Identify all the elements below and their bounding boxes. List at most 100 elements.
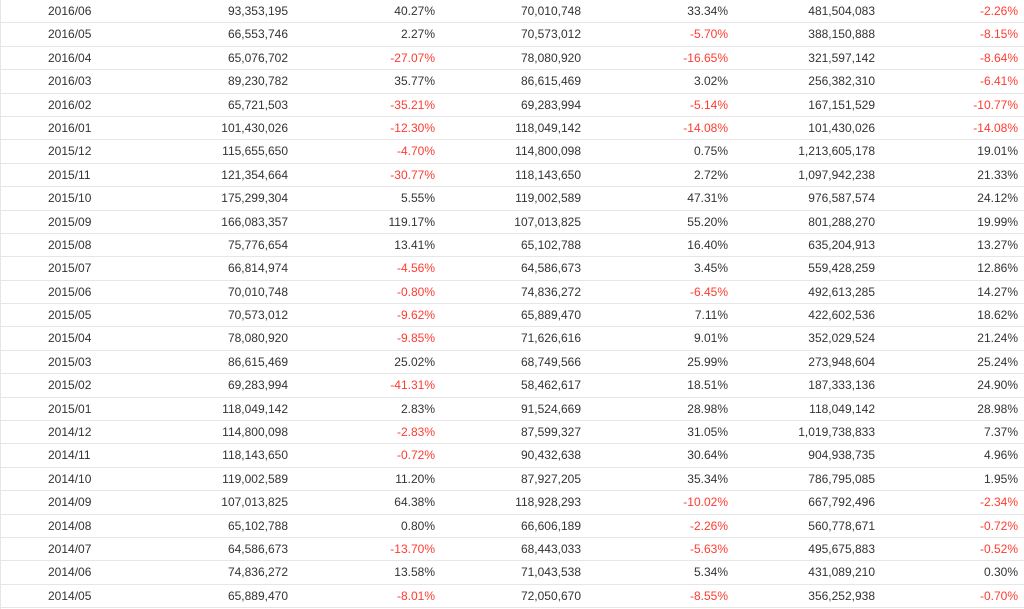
cell-change-c: 21.33% bbox=[977, 167, 1018, 182]
cell-change-a: -8.01% bbox=[396, 588, 435, 603]
cell-change-a: 119.17% bbox=[388, 214, 435, 229]
cell-change-a: -9.85% bbox=[396, 331, 435, 346]
cell-value-c: 635,204,913 bbox=[808, 237, 875, 252]
cell-change-b: 55.20% bbox=[687, 214, 728, 229]
table-row: 2014/10 119,002,589 11.20% 87,927,205 35.34%… bbox=[0, 468, 1024, 492]
cell-value-a: 118,049,142 bbox=[222, 401, 288, 416]
cell-change-a: 2.27% bbox=[400, 27, 435, 42]
cell-value-b: 90,432,638 bbox=[520, 448, 581, 463]
cell-value-c: 1,097,942,238 bbox=[798, 167, 875, 182]
cell-value-c: 187,333,136 bbox=[808, 378, 875, 393]
cell-value-c: 352,029,524 bbox=[808, 331, 875, 346]
cell-value-c: 801,288,270 bbox=[808, 214, 875, 229]
cell-period: 2015/09 bbox=[48, 214, 92, 229]
cell-period: 2015/10 bbox=[48, 191, 92, 206]
cell-value-a: 175,299,304 bbox=[221, 191, 288, 206]
cell-value-c: 492,613,285 bbox=[808, 284, 875, 299]
cell-value-c: 273,948,604 bbox=[808, 354, 875, 369]
table-row: 2016/06 93,353,195 40.27% 70,010,748 33.34% 4… bbox=[0, 0, 1024, 24]
cell-value-b: 72,050,670 bbox=[520, 588, 581, 603]
cell-change-a: -9.62% bbox=[396, 308, 435, 323]
cell-change-a: -4.56% bbox=[396, 261, 435, 276]
cell-change-a: 35.77% bbox=[394, 74, 435, 89]
cell-change-c: -2.34% bbox=[979, 495, 1018, 510]
cell-period: 2016/05 bbox=[48, 27, 92, 42]
cell-period: 2014/11 bbox=[48, 448, 91, 463]
cell-change-a: 25.02% bbox=[394, 354, 435, 369]
cell-value-c: 431,089,210 bbox=[808, 565, 875, 580]
cell-change-a: -0.80% bbox=[396, 284, 435, 299]
cell-value-c: 786,795,085 bbox=[808, 471, 875, 486]
cell-period: 2016/03 bbox=[48, 74, 92, 89]
table-row: 2015/08 75,776,654 13.41% 65,102,788 16.40% 6… bbox=[0, 234, 1024, 258]
cell-change-c: -14.08% bbox=[973, 120, 1018, 135]
cell-change-b: 25.99% bbox=[687, 354, 728, 369]
cell-change-a: -35.21% bbox=[390, 97, 435, 112]
cell-change-c: 14.27% bbox=[977, 284, 1018, 299]
cell-change-b: 28.98% bbox=[687, 401, 728, 416]
table-row: 2015/07 66,814,974 -4.56% 64,586,673 3.45% 55… bbox=[0, 257, 1024, 281]
table-row: 2015/09 166,083,357 119.17% 107,013,825 55.2… bbox=[0, 211, 1024, 234]
cell-value-a: 66,814,974 bbox=[227, 261, 288, 276]
cell-value-a: 166,083,357 bbox=[221, 214, 288, 229]
cell-value-c: 101,430,026 bbox=[808, 120, 875, 135]
cell-value-a: 70,010,748 bbox=[227, 284, 288, 299]
cell-value-b: 71,626,616 bbox=[520, 331, 581, 346]
cell-value-a: 65,721,503 bbox=[227, 97, 288, 112]
cell-value-c: 559,428,259 bbox=[808, 261, 875, 276]
cell-period: 2016/01 bbox=[48, 120, 92, 135]
cell-change-b: 33.34% bbox=[687, 4, 728, 18]
table-row: 2015/10 175,299,304 5.55% 119,002,589 47.31%… bbox=[0, 187, 1024, 211]
cell-period: 2015/08 bbox=[48, 237, 92, 252]
cell-value-b: 70,010,748 bbox=[520, 4, 581, 18]
cell-value-b: 118,049,142 bbox=[515, 120, 581, 135]
cell-value-b: 74,836,272 bbox=[520, 284, 581, 299]
cell-change-c: 13.27% bbox=[977, 237, 1018, 252]
cell-change-a: -0.72% bbox=[396, 448, 435, 463]
cell-change-a: -4.70% bbox=[396, 144, 435, 159]
table-row: 2016/05 66,553,746 2.27% 70,573,012 -5.70% 38… bbox=[0, 23, 1024, 47]
cell-change-b: 5.34% bbox=[693, 565, 728, 580]
cell-change-a: 11.20% bbox=[395, 471, 435, 486]
cell-change-c: 1.95% bbox=[983, 471, 1018, 486]
cell-change-b: -10.02% bbox=[683, 495, 728, 510]
cell-value-a: 107,013,825 bbox=[221, 495, 288, 510]
cell-change-a: -41.31% bbox=[390, 378, 435, 393]
cell-change-a: 64.38% bbox=[394, 495, 435, 510]
cell-value-a: 65,076,702 bbox=[227, 50, 288, 65]
cell-value-b: 65,102,788 bbox=[520, 237, 581, 252]
cell-value-a: 64,586,673 bbox=[227, 541, 288, 556]
cell-value-b: 78,080,920 bbox=[520, 50, 581, 65]
table-row: 2014/06 74,836,272 13.58% 71,043,538 5.34% 43… bbox=[0, 561, 1024, 585]
cell-value-b: 65,889,470 bbox=[520, 308, 581, 323]
cell-value-b: 87,927,205 bbox=[520, 471, 581, 486]
cell-change-c: 0.30% bbox=[983, 565, 1018, 580]
cell-change-b: -8.55% bbox=[689, 588, 728, 603]
cell-change-b: 9.01% bbox=[693, 331, 728, 346]
cell-value-c: 481,504,083 bbox=[808, 4, 875, 18]
cell-value-a: 121,354,664 bbox=[221, 167, 288, 182]
cell-value-a: 89,230,782 bbox=[227, 74, 288, 89]
cell-change-b: -2.26% bbox=[689, 518, 728, 533]
cell-period: 2016/02 bbox=[48, 97, 92, 112]
table-row: 2014/07 64,586,673 -13.70% 68,443,033 -5.63%… bbox=[0, 538, 1024, 562]
cell-change-a: -30.77% bbox=[390, 167, 435, 182]
cell-value-c: 356,252,938 bbox=[808, 588, 875, 603]
cell-value-a: 119,002,589 bbox=[222, 471, 288, 486]
table-row: 2014/08 65,102,788 0.80% 66,606,189 -2.26% 56… bbox=[0, 515, 1024, 538]
cell-period: 2015/07 bbox=[48, 261, 92, 276]
cell-change-a: -13.70% bbox=[390, 541, 435, 556]
cell-period: 2014/07 bbox=[48, 541, 92, 556]
cell-period: 2016/06 bbox=[48, 4, 92, 18]
cell-period: 2014/10 bbox=[48, 471, 92, 486]
cell-value-b: 71,043,538 bbox=[520, 565, 581, 580]
cell-period: 2014/06 bbox=[48, 565, 92, 580]
table-row: 2015/04 78,080,920 -9.85% 71,626,616 9.01% 35… bbox=[0, 327, 1024, 351]
cell-change-b: 35.34% bbox=[687, 471, 728, 486]
cell-change-c: -2.26% bbox=[979, 4, 1018, 18]
cell-change-a: 5.55% bbox=[400, 191, 435, 206]
cell-change-c: 19.01% bbox=[977, 144, 1018, 159]
cell-value-c: 321,597,142 bbox=[808, 50, 875, 65]
cell-period: 2015/01 bbox=[48, 401, 92, 416]
